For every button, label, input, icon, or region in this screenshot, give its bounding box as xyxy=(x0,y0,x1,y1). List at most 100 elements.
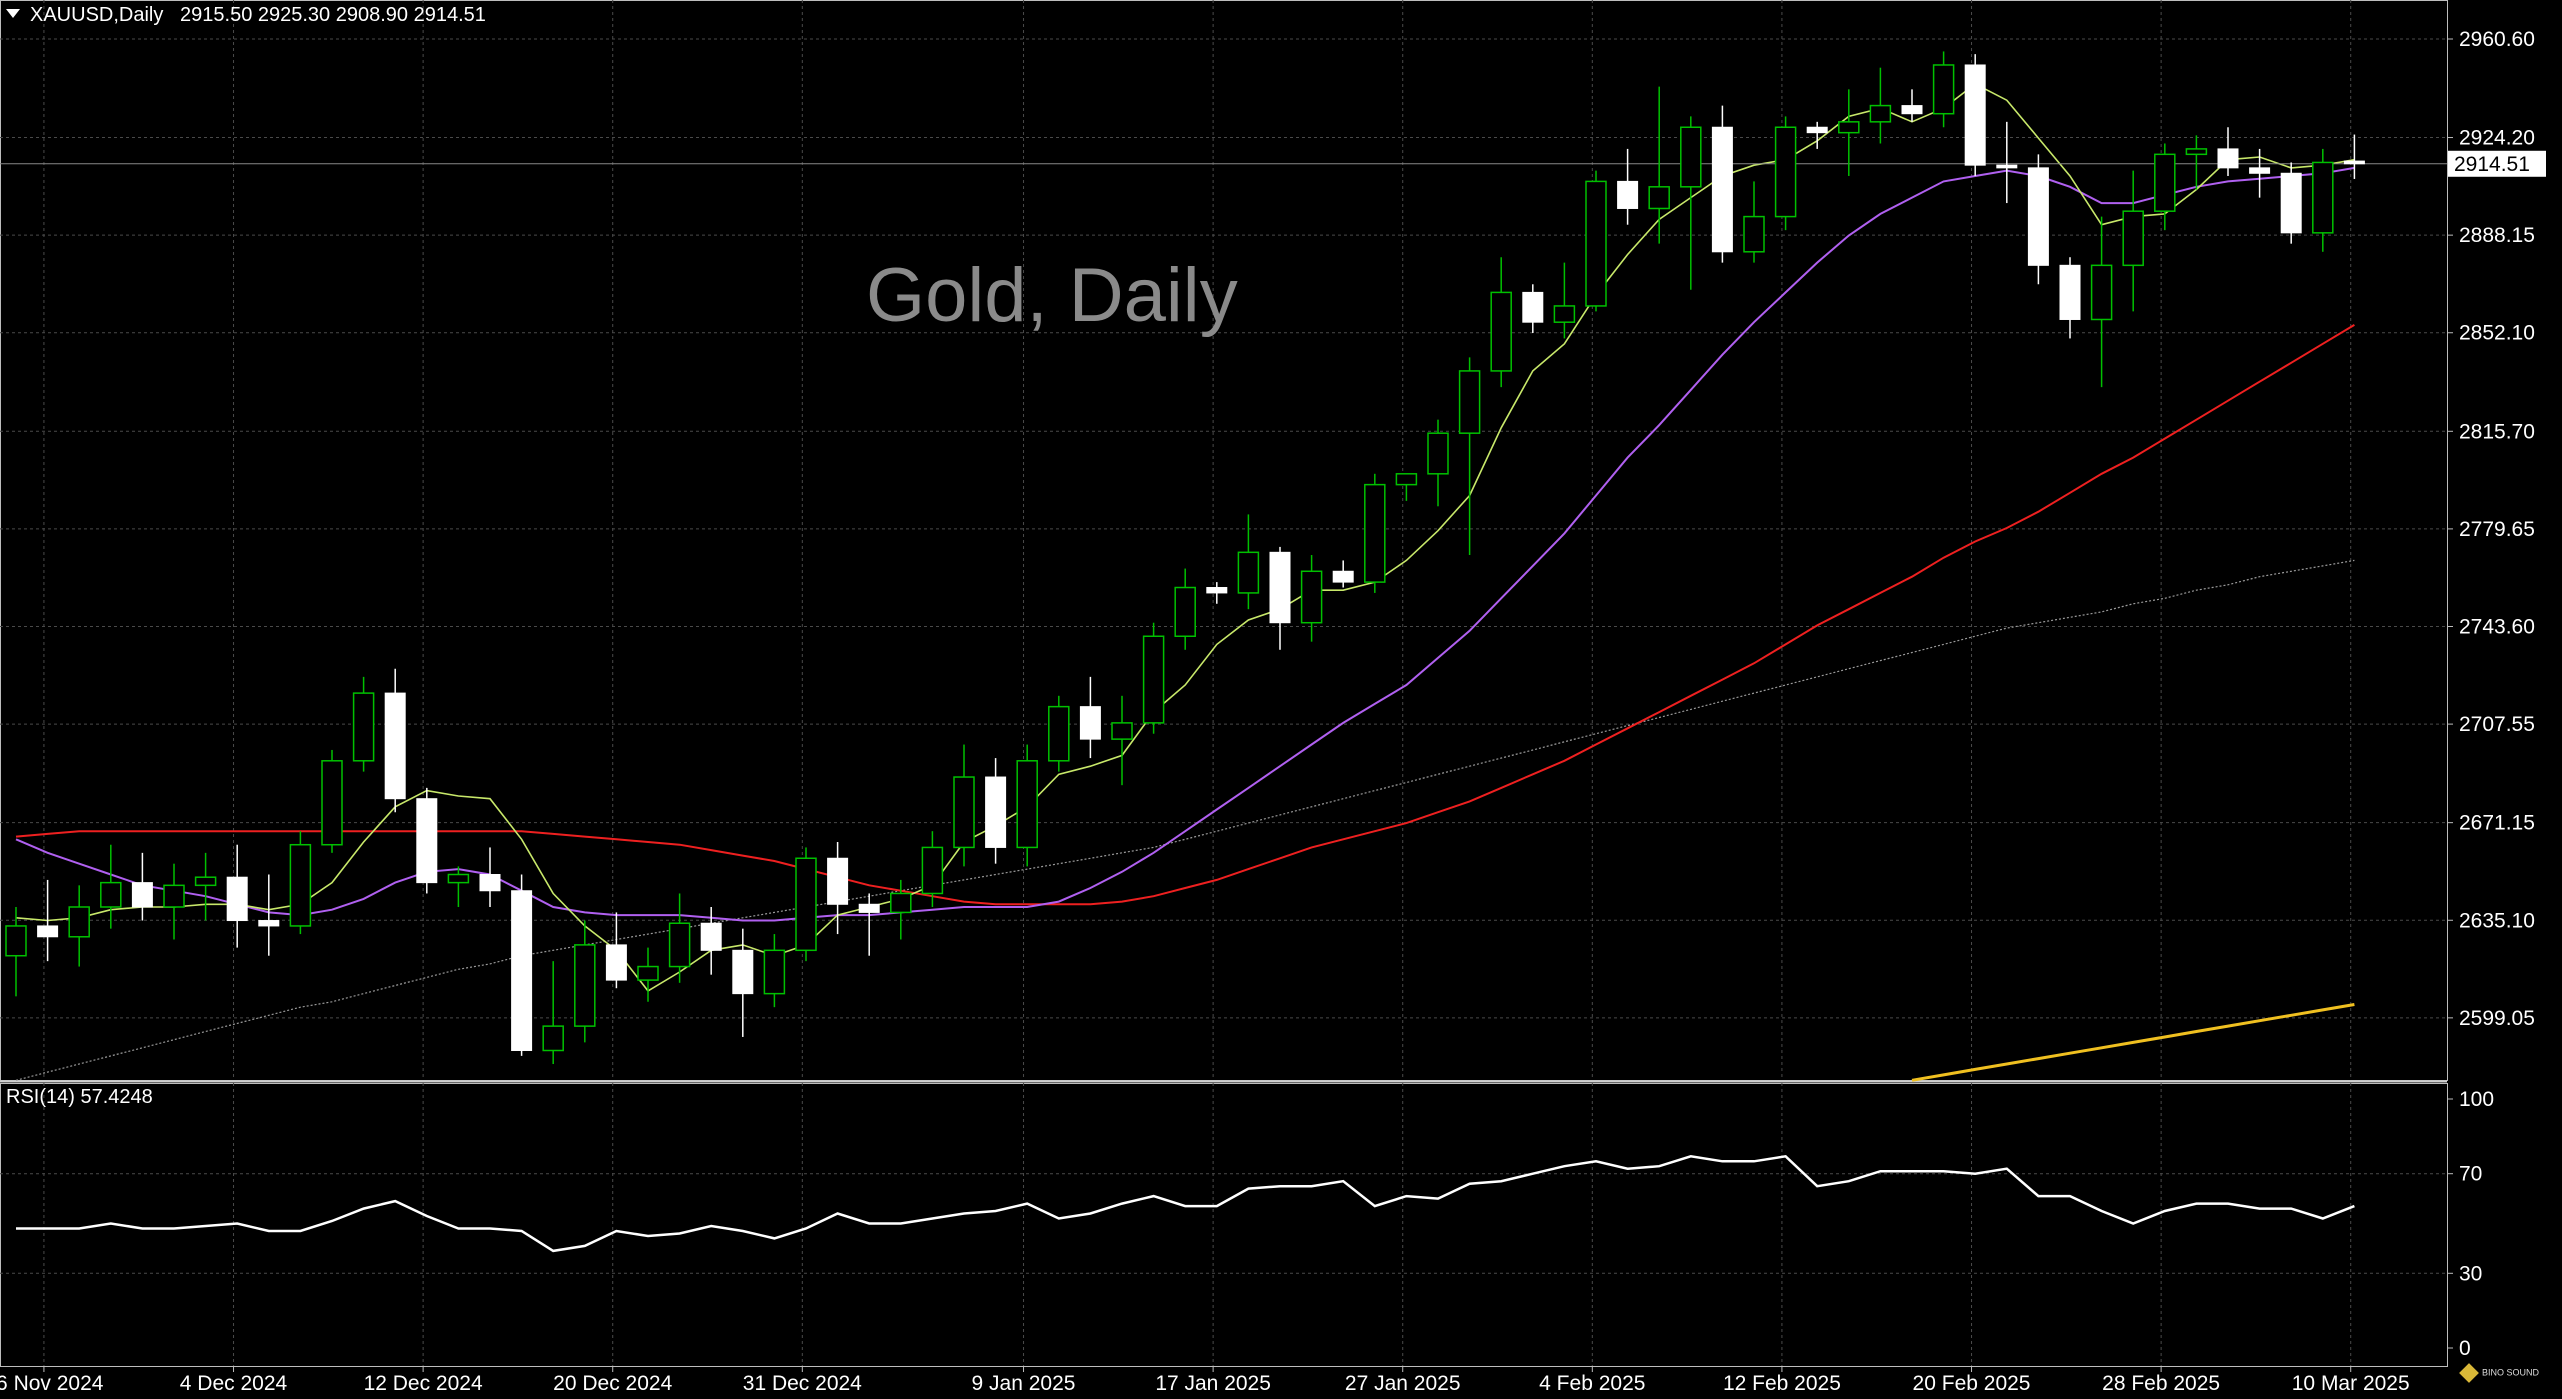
symbol-header: XAUUSD,Daily 2915.50 2925.30 2908.90 291… xyxy=(6,4,486,27)
time-tick-label: 12 Feb 2025 xyxy=(1723,1372,1841,1395)
candle xyxy=(1142,622,1165,734)
candle-body-bull xyxy=(1490,291,1512,372)
candle-body-bear xyxy=(732,949,754,995)
candle-body-bull xyxy=(2122,210,2144,267)
price-tick-label: 2707.55 xyxy=(2459,713,2535,736)
candle xyxy=(2090,216,2113,388)
candle-body-bear xyxy=(1964,64,1986,166)
candle-body-bear xyxy=(2217,148,2239,169)
candle xyxy=(289,831,312,935)
candle xyxy=(1901,89,1923,122)
time-tick-label: 20 Feb 2025 xyxy=(1913,1372,2031,1395)
candle xyxy=(352,676,375,772)
candle xyxy=(2185,135,2208,190)
candle xyxy=(1395,473,1418,501)
candle xyxy=(953,744,975,867)
candle xyxy=(827,842,849,935)
candle xyxy=(732,928,754,1037)
candle-body-bull xyxy=(194,876,217,887)
candle xyxy=(1743,181,1765,263)
candle xyxy=(637,947,659,1002)
candle-body-bull xyxy=(447,873,470,884)
current-price-badge xyxy=(2448,150,2546,177)
candle-body-bear xyxy=(2280,172,2302,234)
candle-body-bull xyxy=(2090,264,2113,321)
candle xyxy=(985,758,1007,864)
candle-body-bull xyxy=(2154,153,2176,212)
candle-body-bear xyxy=(1269,551,1291,624)
candle xyxy=(605,912,627,989)
candle xyxy=(1711,105,1733,263)
price-tick-label: 2815.70 xyxy=(2459,420,2535,443)
candle-body-bull xyxy=(1364,483,1386,583)
candle-body-bear xyxy=(1522,291,1544,323)
candle-body-bull xyxy=(1142,635,1165,724)
dropdown-triangle-icon[interactable] xyxy=(6,9,20,18)
candle xyxy=(542,961,564,1065)
candle-body-bull xyxy=(1048,705,1070,762)
candle-body-bull xyxy=(1237,551,1260,594)
time-tick-label: 31 Dec 2024 xyxy=(743,1372,862,1395)
candle xyxy=(1300,555,1323,642)
candle-body-bull xyxy=(1458,370,1481,434)
candle xyxy=(1680,116,1702,290)
candle xyxy=(2059,257,2081,339)
time-tick-label: 9 Jan 2025 xyxy=(972,1372,1076,1395)
candle-body-bear xyxy=(1711,126,1733,253)
logo-text: BINO SOUND xyxy=(2482,1367,2540,1378)
candle-body-bull xyxy=(1774,126,1797,218)
candle-body-bull xyxy=(1553,305,1576,323)
candle xyxy=(1427,419,1449,507)
candle xyxy=(700,906,722,975)
candle xyxy=(226,844,248,948)
rsi-tick-label: 0 xyxy=(2459,1337,2471,1360)
ma-slow-line xyxy=(15,324,2355,906)
candle xyxy=(858,893,880,956)
candle xyxy=(2312,148,2334,252)
candle-body-bull xyxy=(1869,104,1892,123)
candle-body-bull xyxy=(68,906,90,938)
candle-body-bear xyxy=(1079,706,1101,740)
symbol-name: XAUUSD,Daily xyxy=(30,4,164,26)
price-tick-label: 2743.60 xyxy=(2459,616,2535,639)
candle-body-bear xyxy=(511,890,533,1051)
candle xyxy=(131,852,153,921)
candle-body-bear xyxy=(1996,164,2018,169)
candle xyxy=(763,934,786,1008)
candle xyxy=(1206,582,1228,604)
candle-body-bull xyxy=(1300,570,1323,624)
candle xyxy=(258,874,280,956)
candle xyxy=(1996,121,2018,204)
ma-long-line xyxy=(15,559,2355,1081)
candle xyxy=(668,893,691,983)
candle-body-bull xyxy=(163,884,185,908)
candle-body-bull xyxy=(542,1025,564,1052)
candle-body-bear xyxy=(416,798,438,884)
candle xyxy=(1932,51,1955,128)
candle-body-bull xyxy=(953,776,975,849)
main-panel-frame xyxy=(0,0,2448,1081)
candle-body-bear xyxy=(1332,570,1354,583)
candle xyxy=(890,879,912,940)
price-tick-label: 2924.20 xyxy=(2459,127,2535,150)
ohlc-values: 2915.50 2925.30 2908.90 2914.51 xyxy=(180,4,486,26)
candle-body-bull xyxy=(890,892,912,914)
time-tick-label: 26 Nov 2024 xyxy=(0,1372,104,1395)
candle xyxy=(1648,86,1670,244)
time-tick-label: 10 Mar 2025 xyxy=(2292,1372,2410,1395)
candle-body-bull xyxy=(668,922,691,968)
candle xyxy=(321,749,343,853)
chart-watermark: Gold, Daily xyxy=(866,253,1238,338)
candle xyxy=(2343,134,2365,179)
candle-body-bull xyxy=(5,925,27,957)
rsi-indicator xyxy=(16,1154,2355,1253)
candle xyxy=(2280,162,2302,244)
candle-body-bear xyxy=(37,925,59,938)
time-tick-label: 4 Dec 2024 xyxy=(180,1372,288,1395)
candle-body-bear xyxy=(2249,167,2271,174)
candle xyxy=(1332,560,1354,588)
candle-body-bull xyxy=(921,846,944,895)
candle-body-bull xyxy=(100,881,122,908)
candle-body-bear xyxy=(226,876,248,922)
